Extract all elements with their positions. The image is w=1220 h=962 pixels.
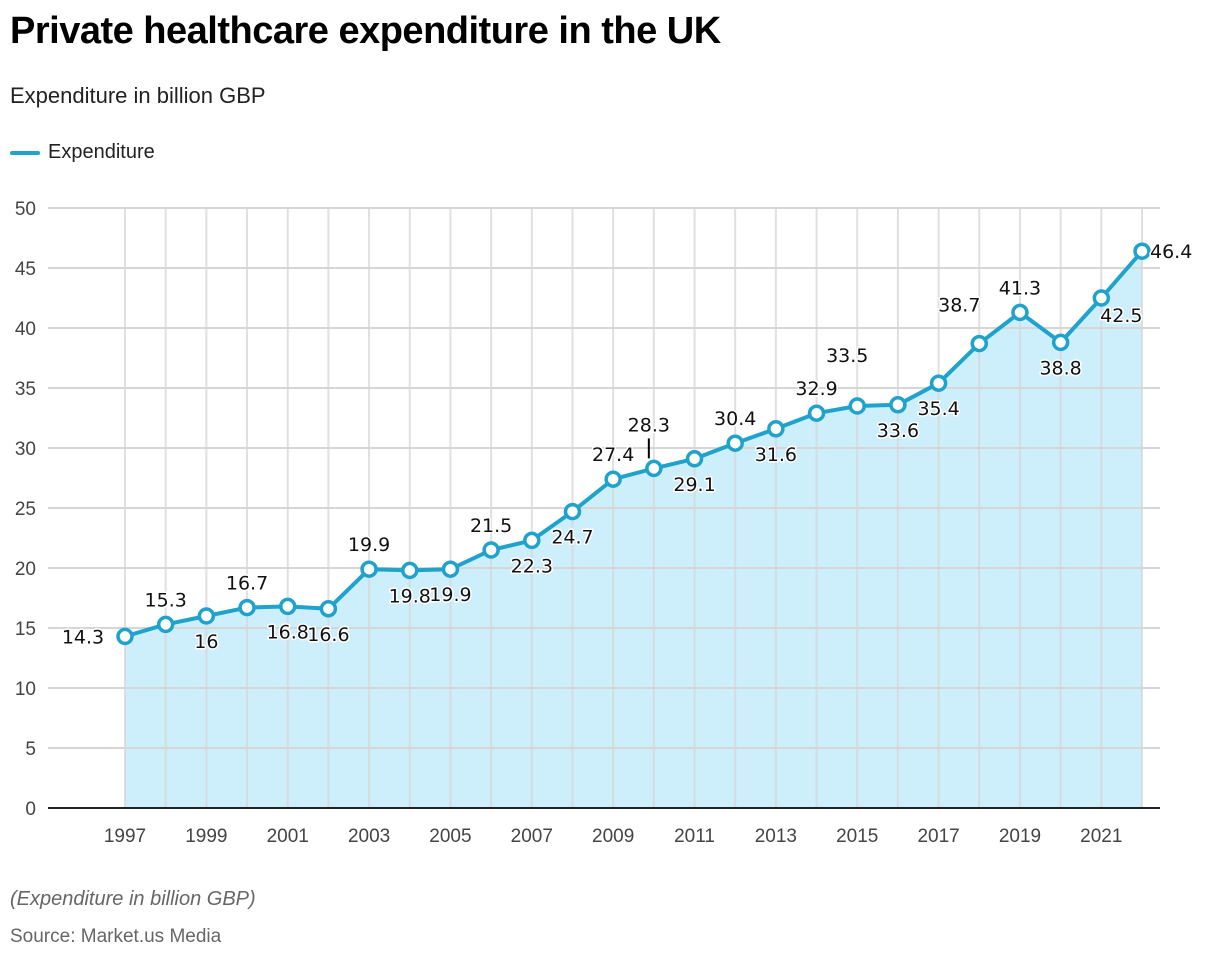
data-label: 22.3	[511, 555, 553, 577]
data-label: 32.9	[795, 378, 837, 400]
data-point	[116, 627, 134, 646]
data-point	[360, 560, 378, 578]
data-label: 15.3	[145, 589, 187, 611]
data-point	[482, 541, 500, 559]
data-point	[278, 597, 297, 616]
x-tick-label: 2005	[429, 826, 471, 847]
data-point	[523, 531, 541, 550]
data-label: 30.4	[714, 408, 756, 430]
data-label: 27.4	[592, 444, 634, 466]
footnote: (Expenditure in billion GBP)	[10, 888, 256, 910]
x-tick-label: 2021	[1080, 826, 1122, 847]
data-label: 33.5	[826, 345, 868, 367]
data-point	[929, 374, 948, 392]
data-point	[685, 450, 704, 468]
data-point	[319, 600, 338, 618]
data-label: 16	[194, 631, 218, 653]
y-tick-label: 0	[25, 799, 36, 820]
data-label: 14.3	[62, 626, 104, 648]
chart-subtitle: Expenditure in billion GBP	[10, 83, 266, 108]
y-tick-label: 40	[15, 319, 36, 340]
data-point	[889, 396, 907, 414]
data-point	[197, 607, 216, 625]
y-tick-label: 30	[15, 439, 36, 460]
data-point	[1133, 242, 1151, 260]
y-tick-label: 35	[15, 379, 36, 400]
data-point	[970, 334, 989, 353]
data-label: 38.8	[1039, 357, 1081, 379]
data-point	[645, 459, 663, 478]
chart-title: Private healthcare expenditure in the UK	[10, 10, 721, 52]
data-point	[767, 420, 785, 438]
data-point	[563, 502, 582, 521]
data-point	[401, 561, 419, 580]
data-label: 19.9	[429, 584, 471, 606]
legend: Expenditure	[10, 141, 155, 164]
legend-label: Expenditure	[48, 141, 155, 163]
data-label: 19.8	[389, 585, 431, 607]
data-point	[238, 598, 256, 617]
legend-swatch	[10, 150, 40, 155]
x-tick-label: 2009	[592, 826, 634, 847]
x-tick-label: 2001	[267, 826, 309, 847]
data-label: 21.5	[470, 515, 512, 537]
data-label: 29.1	[673, 474, 715, 496]
source-text: Source: Market.us Media	[10, 926, 222, 947]
y-tick-label: 15	[15, 619, 36, 640]
x-tick-label: 2019	[999, 826, 1041, 847]
x-tick-label: 2003	[348, 826, 390, 847]
data-label: 33.6	[877, 420, 919, 442]
data-label: 28.3	[628, 414, 670, 436]
data-point	[1011, 303, 1029, 322]
y-tick-label: 10	[15, 679, 36, 700]
data-label: 31.6	[755, 444, 797, 466]
data-label: 38.7	[938, 295, 980, 317]
data-label: 42.5	[1100, 305, 1142, 327]
data-label: 35.4	[917, 398, 959, 420]
data-label: 16.8	[267, 621, 309, 643]
x-tick-label: 2007	[511, 826, 553, 847]
x-tick-label: 2011	[674, 826, 715, 847]
data-point	[1092, 289, 1111, 307]
x-tick-label: 2013	[755, 826, 797, 847]
x-tick-label: 1999	[185, 826, 227, 847]
data-label: 19.9	[348, 534, 390, 556]
data-point	[1051, 333, 1070, 352]
y-tick-label: 20	[15, 559, 36, 580]
data-label: 41.3	[999, 277, 1041, 299]
data-point	[848, 397, 866, 415]
data-point	[441, 560, 460, 578]
data-label: 24.7	[551, 527, 593, 549]
y-tick-label: 50	[15, 199, 36, 220]
data-label: 16.7	[226, 573, 268, 595]
y-tick-label: 5	[25, 739, 36, 760]
data-label: 46.4	[1150, 241, 1192, 263]
x-tick-label: 2015	[836, 826, 878, 847]
data-point	[604, 470, 622, 488]
y-tick-label: 45	[15, 259, 36, 280]
data-label: 16.6	[307, 624, 349, 646]
area-fill	[125, 251, 1142, 808]
data-point	[156, 615, 175, 634]
x-tick-label: 1997	[104, 826, 146, 847]
x-tick-label: 2017	[917, 826, 959, 847]
data-point	[807, 404, 826, 422]
data-point	[726, 434, 744, 452]
y-tick-label: 25	[15, 499, 36, 520]
